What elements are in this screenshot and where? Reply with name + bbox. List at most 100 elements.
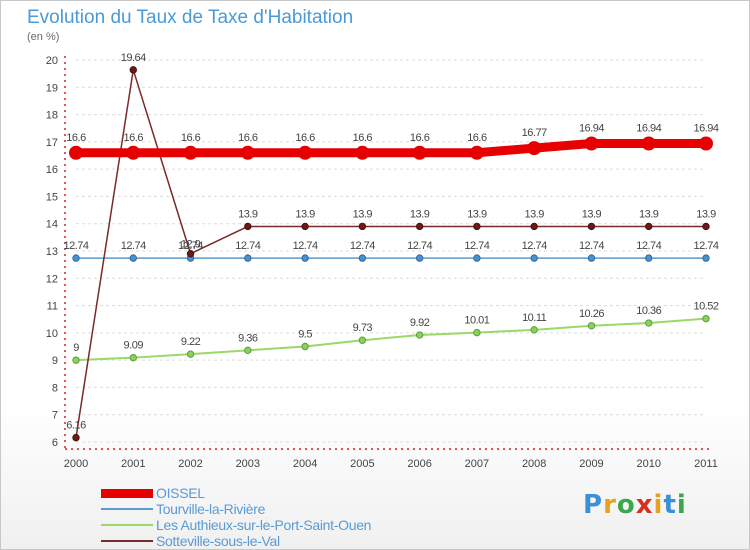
logo-letter: t bbox=[663, 490, 677, 520]
data-label: 12.74 bbox=[693, 240, 718, 252]
data-label: 16.6 bbox=[353, 132, 373, 144]
data-label: 16.94 bbox=[636, 122, 661, 134]
data-point bbox=[415, 222, 424, 231]
data-label: 19.64 bbox=[121, 52, 146, 64]
legend-label: Sotteville-sous-le-Val bbox=[156, 533, 280, 549]
legend-swatch bbox=[101, 488, 153, 498]
data-label: 12.74 bbox=[235, 240, 260, 252]
data-point bbox=[473, 254, 481, 262]
data-point bbox=[530, 326, 538, 334]
data-label: 9.22 bbox=[181, 336, 201, 348]
y-tick-label: 14 bbox=[46, 219, 58, 231]
data-label: 16.77 bbox=[522, 127, 547, 139]
data-point bbox=[72, 433, 80, 442]
x-tick-label: 2010 bbox=[636, 458, 660, 470]
data-point bbox=[473, 328, 481, 337]
data-label: 10.26 bbox=[579, 308, 604, 320]
data-point bbox=[530, 222, 538, 231]
data-point bbox=[412, 145, 427, 160]
y-tick-label: 11 bbox=[47, 301, 58, 313]
data-label: 16.6 bbox=[238, 132, 258, 144]
y-tick-label: 17 bbox=[46, 137, 58, 149]
logo-letter: P bbox=[583, 490, 604, 520]
data-point bbox=[129, 353, 137, 362]
data-point bbox=[301, 222, 309, 231]
data-label: 9.5 bbox=[298, 329, 312, 341]
data-point bbox=[69, 145, 83, 160]
data-point bbox=[584, 136, 599, 151]
y-tick-label: 6 bbox=[52, 437, 58, 449]
data-label: 12.74 bbox=[579, 240, 604, 252]
line-chart: 6 7 8 9 10 11 12 13 14 15 16 17 18 19 20 2000 2001 2002 20… bbox=[46, 52, 720, 470]
data-point bbox=[298, 145, 313, 160]
data-label: 16.94 bbox=[579, 122, 604, 134]
data-point bbox=[645, 222, 653, 231]
y-tick-label: 15 bbox=[46, 191, 58, 203]
y-tick-label: 7 bbox=[52, 410, 58, 422]
y-tick-label: 12 bbox=[46, 273, 58, 285]
data-point bbox=[527, 141, 542, 156]
data-label: 12.74 bbox=[407, 240, 432, 252]
data-label: 9 bbox=[73, 342, 79, 354]
data-point bbox=[358, 222, 367, 231]
data-label: 9.36 bbox=[238, 332, 258, 344]
data-point bbox=[415, 331, 424, 339]
legend-swatch bbox=[101, 540, 153, 542]
data-label: 12.74 bbox=[464, 240, 489, 252]
y-tick-label: 13 bbox=[46, 246, 58, 258]
data-point bbox=[473, 222, 481, 231]
y-tick-label: 16 bbox=[46, 164, 58, 176]
data-label: 10.52 bbox=[693, 301, 718, 313]
legend-label: OISSEL bbox=[156, 485, 205, 501]
data-point bbox=[702, 314, 710, 323]
x-tick-label: 2009 bbox=[579, 458, 603, 470]
x-tick-label: 2002 bbox=[178, 458, 202, 470]
data-label: 9.73 bbox=[353, 322, 373, 334]
series-line bbox=[75, 69, 706, 438]
data-point bbox=[358, 336, 367, 344]
data-label: 12.9 bbox=[181, 239, 201, 251]
data-point bbox=[587, 222, 596, 231]
data-label: 9.09 bbox=[124, 340, 144, 352]
data-point bbox=[244, 222, 252, 231]
data-label: 13.9 bbox=[639, 208, 659, 220]
y-tick-label: 8 bbox=[52, 382, 58, 394]
data-label: 16.6 bbox=[467, 132, 487, 144]
data-label: 13.9 bbox=[467, 208, 487, 220]
data-point bbox=[415, 254, 424, 262]
data-label: 16.6 bbox=[66, 132, 86, 144]
data-label: 16.6 bbox=[124, 132, 144, 144]
data-label: 12.74 bbox=[178, 240, 203, 252]
data-point bbox=[301, 342, 309, 351]
y-tick-label: 18 bbox=[46, 110, 58, 122]
data-point bbox=[645, 254, 653, 262]
x-tick-label: 2005 bbox=[350, 458, 374, 470]
x-tick-label: 2011 bbox=[694, 458, 718, 470]
data-point bbox=[183, 145, 198, 160]
chart-subtitle: (en %) bbox=[27, 31, 60, 43]
data-label: 13.9 bbox=[295, 208, 315, 220]
logo-letter: i bbox=[676, 490, 687, 520]
logo-letter: i bbox=[653, 490, 664, 520]
series-line bbox=[75, 317, 707, 362]
data-label: 10.36 bbox=[636, 305, 661, 317]
y-tick-label: 20 bbox=[46, 55, 58, 67]
data-point bbox=[641, 136, 656, 151]
data-label: 13.9 bbox=[238, 208, 258, 220]
data-label: 9.92 bbox=[410, 317, 430, 329]
legend-label: Les Authieux-sur-le-Port-Saint-Ouen bbox=[156, 517, 372, 533]
y-tick-label: 9 bbox=[52, 355, 58, 367]
data-label: 12.74 bbox=[121, 240, 146, 252]
data-point bbox=[244, 346, 252, 355]
y-tick-label: 10 bbox=[46, 328, 58, 340]
logo-letter: r bbox=[603, 490, 617, 520]
data-point bbox=[301, 254, 309, 262]
data-point bbox=[530, 254, 538, 262]
data-point bbox=[358, 254, 367, 262]
logo-letter: x bbox=[635, 490, 654, 520]
data-point bbox=[126, 145, 141, 160]
data-point bbox=[587, 254, 596, 262]
data-label: 6.16 bbox=[66, 420, 86, 432]
x-tick-label: 2007 bbox=[465, 458, 489, 470]
legend-swatch bbox=[101, 508, 153, 510]
